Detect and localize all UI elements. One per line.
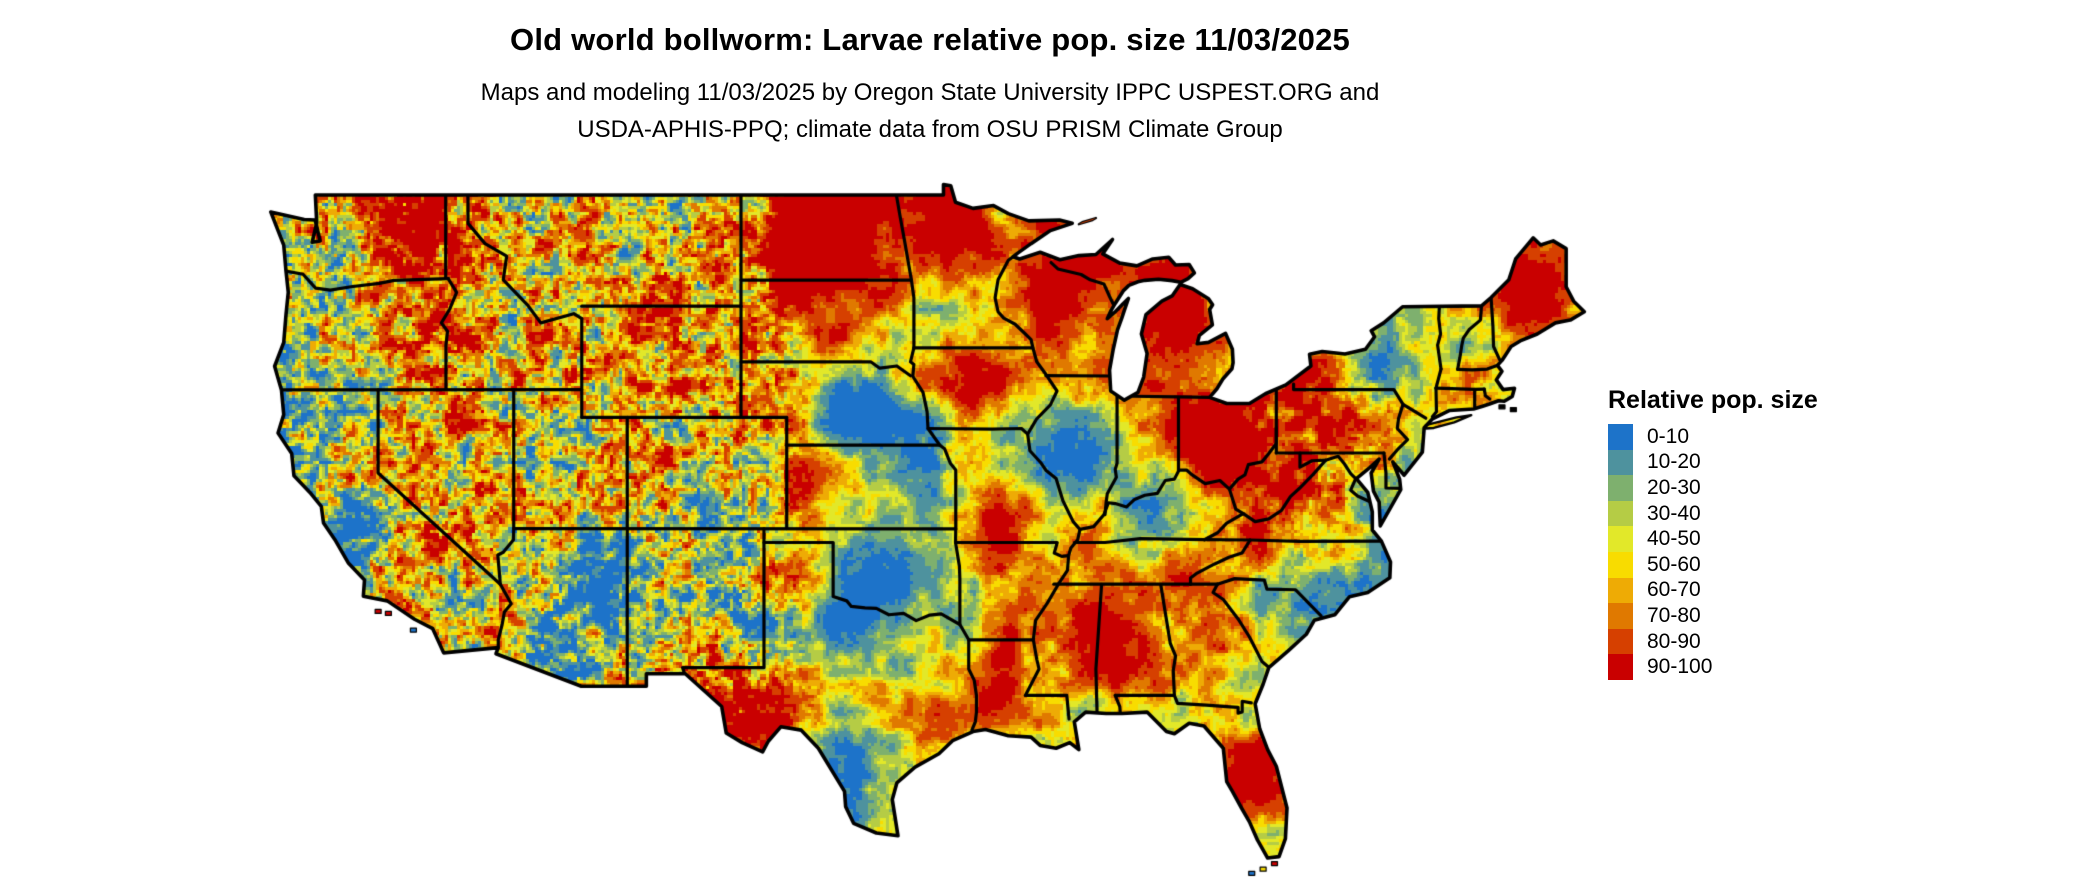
map	[205, 125, 1600, 883]
legend-item: 70-80	[1608, 603, 1818, 629]
legend-item: 10-20	[1608, 449, 1818, 476]
legend-swatch	[1608, 654, 1633, 680]
legend-swatch	[1608, 500, 1633, 527]
legend-item: 60-70	[1608, 577, 1818, 604]
legend-swatch	[1608, 424, 1633, 450]
page-title: Old world bollworm: Larvae relative pop.…	[510, 22, 1350, 57]
legend-item: 0-10	[1608, 424, 1818, 450]
legend-item: 30-40	[1608, 500, 1818, 527]
legend-item-label: 80-90	[1647, 629, 1701, 653]
legend-item: 90-100	[1608, 654, 1818, 680]
legend-swatch	[1608, 603, 1633, 629]
legend-item-label: 70-80	[1647, 603, 1701, 627]
legend-item-label: 30-40	[1647, 501, 1701, 525]
legend-item-label: 0-10	[1647, 424, 1690, 448]
legend-item: 50-60	[1608, 551, 1818, 578]
subtitle-line-1: Maps and modeling 11/03/2025 by Oregon S…	[480, 79, 1380, 106]
legend-item-label: 90-100	[1647, 655, 1713, 679]
legend: Relative pop. size 0-10 10-20 20-30 30-4…	[1608, 386, 1818, 680]
legend-item-label: 20-30	[1647, 475, 1701, 499]
legend-item-label: 10-20	[1647, 450, 1701, 474]
legend-swatch	[1608, 628, 1633, 655]
legend-item-label: 50-60	[1647, 552, 1701, 576]
legend-swatch	[1608, 449, 1633, 476]
legend-swatch	[1608, 475, 1633, 501]
legend-item-label: 40-50	[1647, 527, 1701, 551]
legend-swatch	[1608, 526, 1633, 552]
legend-swatch	[1608, 551, 1633, 578]
legend-item: 40-50	[1608, 526, 1818, 552]
legend-title: Relative pop. size	[1608, 386, 1818, 414]
legend-item: 80-90	[1608, 628, 1818, 655]
legend-swatch	[1608, 577, 1633, 604]
us-map-canvas	[205, 125, 1600, 883]
legend-item-label: 60-70	[1647, 578, 1701, 602]
legend-item: 20-30	[1608, 475, 1818, 501]
legend-items: 0-10 10-20 20-30 30-40 40-50 50-60 60-70…	[1608, 424, 1818, 680]
